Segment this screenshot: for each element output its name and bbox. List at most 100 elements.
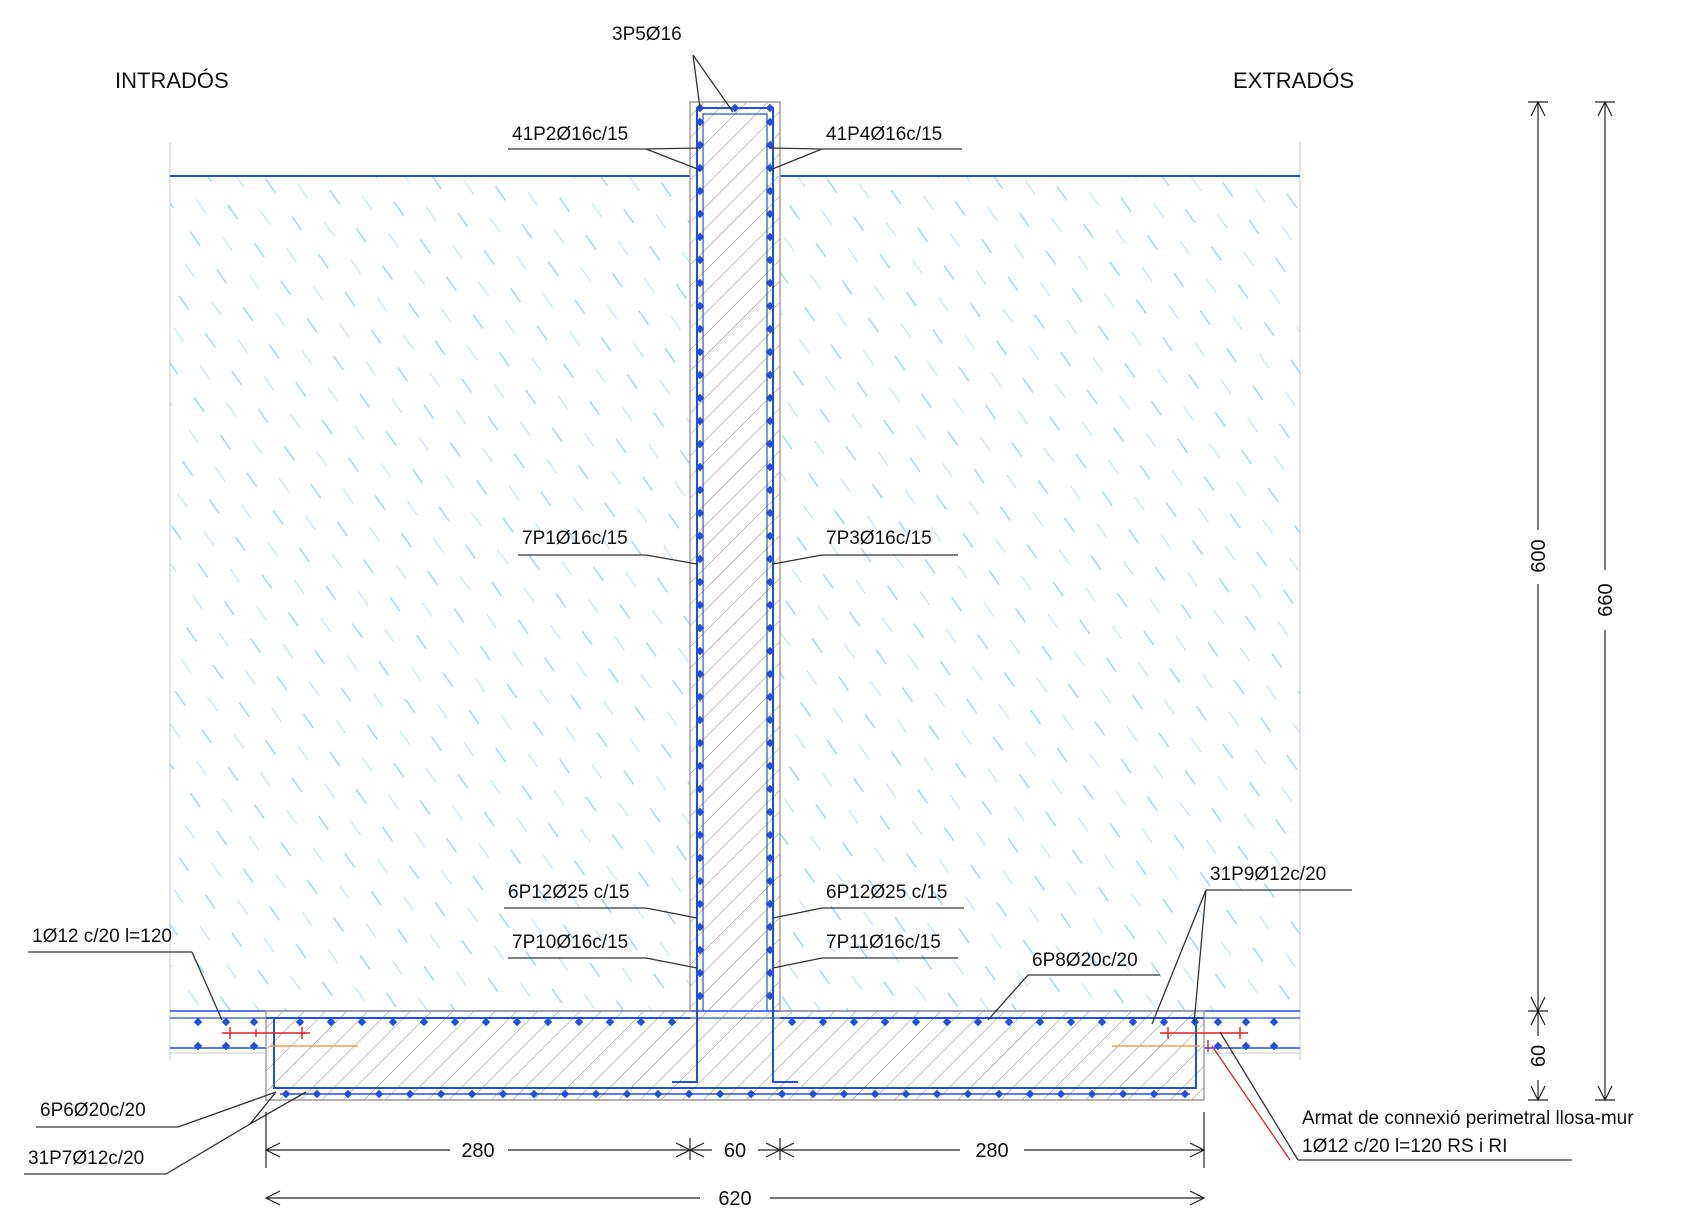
rebar-dot: [560, 1089, 570, 1099]
rebar-dot: [765, 255, 775, 265]
rebar-dot: [695, 255, 705, 265]
slab-reinforcement: [266, 1017, 1204, 1095]
rebar-dot: [684, 1089, 694, 1099]
intrados-label: INTRADÓS: [115, 68, 229, 93]
rebar-dot: [695, 738, 705, 748]
rebar-dot: [374, 1089, 384, 1099]
rebar-dot: [765, 807, 775, 817]
rebar-dot: [901, 1089, 911, 1099]
rebar-dot: [765, 646, 775, 656]
rebar-dot: [994, 1089, 1004, 1099]
annotation-slab-bottom-left-1: 6P6Ø20c/20: [36, 1091, 277, 1128]
dim-horizontal-total: 620: [264, 1188, 1206, 1210]
rebar-dot: [765, 393, 775, 403]
dim-wall-height: 600: [1528, 539, 1550, 572]
dim-wall-width: 60: [724, 1140, 746, 1162]
rebar-dot: [1269, 1041, 1279, 1051]
svg-text:6P8Ø20c/20: 6P8Ø20c/20: [1032, 950, 1138, 971]
rebar-dot: [1213, 1041, 1223, 1051]
rebar-dot: [695, 692, 705, 702]
annotation-connection-note: Armat de connexió perimetral llosa-mur 1…: [1211, 1031, 1634, 1161]
rebar-dot: [1128, 1017, 1138, 1027]
rebar-dot: [765, 623, 775, 633]
svg-text:7P3Ø16c/15: 7P3Ø16c/15: [826, 528, 932, 549]
rebar-dot: [1269, 1017, 1279, 1027]
annotation-slab-left-connection: 1Ø12 c/20 l=120: [28, 926, 223, 1021]
rebar-dot: [765, 462, 775, 472]
dim-vertical-inner: 600 60: [1528, 100, 1550, 1102]
rebar-dot: [765, 830, 775, 840]
rebar-dot: [973, 1017, 983, 1027]
rebar-dot: [695, 623, 705, 633]
svg-text:1Ø12 c/20 l=120: 1Ø12 c/20 l=120: [32, 926, 172, 947]
connection-rebar-left: [222, 1027, 358, 1047]
rebar-dot: [765, 945, 775, 955]
rebar-dot: [695, 439, 705, 449]
rebar-dot: [765, 692, 775, 702]
rebar-dot: [543, 1017, 553, 1027]
rebar-dot: [695, 945, 705, 955]
annotation-wall-top-left: 41P2Ø16c/15: [508, 124, 701, 171]
svg-text:6P12Ø25 c/15: 6P12Ø25 c/15: [826, 882, 947, 903]
rebar-dot: [1066, 1017, 1076, 1027]
rebar-dot: [715, 1089, 725, 1099]
dim-total-width: 620: [718, 1188, 751, 1210]
svg-text:41P4Ø16c/15: 41P4Ø16c/15: [826, 124, 942, 145]
svg-text:31P9Ø12c/20: 31P9Ø12c/20: [1210, 864, 1326, 885]
annotation-wall-top-right: 41P4Ø16c/15: [769, 124, 962, 171]
rebar-dot: [1035, 1017, 1045, 1027]
svg-text:41P2Ø16c/15: 41P2Ø16c/15: [512, 124, 628, 145]
rebar-dot: [765, 853, 775, 863]
extrados-label: EXTRADÓS: [1233, 68, 1354, 93]
annotation-slab-top-bars: 6P8Ø20c/20: [987, 950, 1160, 1021]
annotation-wall-mid-right: 7P3Ø16c/15: [772, 528, 958, 565]
rebar-dot: [695, 991, 705, 1001]
rebar-dot: [765, 715, 775, 725]
rebar-dot: [1190, 1017, 1200, 1027]
rebar-dot: [695, 416, 705, 426]
rebar-dot: [1056, 1089, 1066, 1099]
svg-text:31P7Ø12c/20: 31P7Ø12c/20: [28, 1148, 144, 1169]
rebar-dot: [765, 784, 775, 794]
rebar-dot: [695, 784, 705, 794]
rebar-dot: [695, 485, 705, 495]
rebar-dot: [419, 1017, 429, 1027]
rebar-dot: [1118, 1089, 1128, 1099]
annotation-wall-base-right: 7P11Ø16c/15: [772, 932, 958, 969]
rebar-dot: [695, 807, 705, 817]
rebar-dot: [765, 347, 775, 357]
annotation-top-bars: 3P5Ø16: [612, 24, 734, 113]
svg-text:1Ø12 c/20 l=120 RS i RI: 1Ø12 c/20 l=120 RS i RI: [1302, 1136, 1507, 1157]
rebar-dot: [765, 876, 775, 886]
rebar-dot: [1159, 1017, 1169, 1027]
concrete-section: [265, 101, 1205, 1101]
rebar-dot: [1097, 1017, 1107, 1027]
rebar-dot: [481, 1017, 491, 1027]
rebar-dot: [1149, 1089, 1159, 1099]
rebar-dot: [1025, 1089, 1035, 1099]
rebar-dot: [498, 1089, 508, 1099]
rebar-dot: [765, 761, 775, 771]
rebar-dot: [405, 1089, 415, 1099]
rebar-dot: [695, 830, 705, 840]
rebar-dot: [808, 1089, 818, 1099]
rebar-dot: [765, 324, 775, 334]
rebar-dot: [529, 1089, 539, 1099]
rebar-dot: [695, 600, 705, 610]
rebar-dot: [388, 1017, 398, 1027]
dim-slab-height: 60: [1528, 1045, 1550, 1067]
rebar-dot: [667, 1017, 677, 1027]
rebar-dot: [695, 922, 705, 932]
rebar-dot: [1241, 1017, 1251, 1027]
rebar-dot: [880, 1017, 890, 1027]
rebar-dot: [765, 278, 775, 288]
rebar-dot: [695, 968, 705, 978]
rebar-dot: [765, 922, 775, 932]
soil-left: [169, 142, 690, 1060]
dim-total-height: 660: [1595, 583, 1617, 616]
svg-text:6P12Ø25 c/15: 6P12Ø25 c/15: [508, 882, 629, 903]
soil-right: [780, 142, 1301, 1060]
rebar-dot: [765, 508, 775, 518]
rebar-dot: [512, 1017, 522, 1027]
